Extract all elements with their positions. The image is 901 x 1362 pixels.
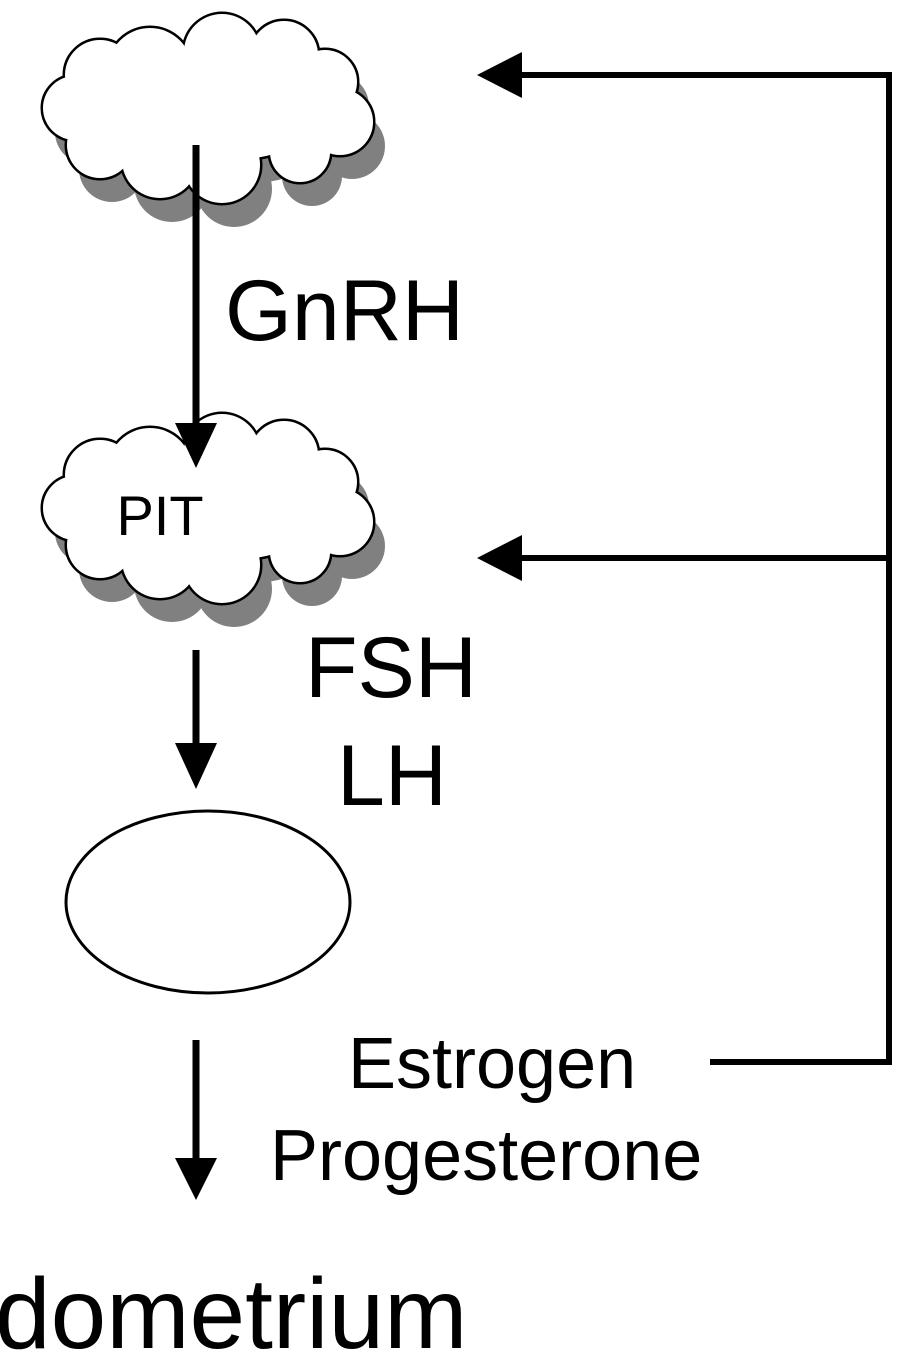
hypothalamus-cloud	[43, 14, 385, 227]
pituitary-label: PIT	[116, 484, 203, 547]
gnrh-arrow	[175, 145, 217, 468]
feedback-loop	[477, 52, 892, 1065]
fsh-label: FSH	[305, 620, 477, 716]
feedback-arrowhead-pituitary	[477, 535, 522, 581]
lh-label: LH	[337, 728, 447, 824]
target-tissue-label: dometrium	[0, 1258, 467, 1362]
gnrh-label: GnRH	[225, 263, 464, 359]
estrogen-label: Estrogen	[348, 1024, 636, 1104]
pituitary-cloud: PIT	[43, 414, 385, 627]
ovary-ellipse	[64, 809, 352, 995]
fsh-lh-arrow	[175, 650, 217, 789]
progesterone-label: Progesterone	[270, 1116, 702, 1196]
feedback-arrowhead-hypothalamus	[477, 52, 522, 98]
steroid-arrow	[175, 1040, 217, 1200]
